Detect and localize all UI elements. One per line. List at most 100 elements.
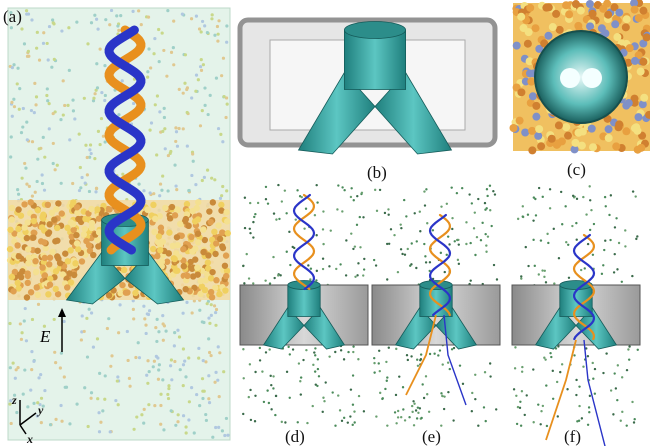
particle xyxy=(162,339,165,342)
particle xyxy=(150,121,153,124)
particle xyxy=(217,426,220,429)
pore-top-view xyxy=(535,31,627,123)
particle xyxy=(195,239,201,245)
particle xyxy=(182,384,185,387)
particle xyxy=(564,205,566,207)
particle xyxy=(314,354,316,356)
particle xyxy=(416,359,418,361)
particle xyxy=(550,356,552,358)
particle xyxy=(206,302,209,305)
particle xyxy=(134,356,137,359)
particle xyxy=(379,392,381,394)
particle xyxy=(628,358,630,360)
particle xyxy=(557,345,559,347)
particle xyxy=(16,67,19,70)
particle xyxy=(18,87,21,90)
particle xyxy=(490,225,492,227)
particle xyxy=(584,267,586,269)
particle xyxy=(468,193,470,195)
particle xyxy=(31,140,34,143)
particle xyxy=(292,348,294,350)
particle xyxy=(145,332,148,335)
particle xyxy=(337,394,339,396)
particle xyxy=(544,270,546,272)
particle xyxy=(43,389,46,392)
particle xyxy=(423,397,425,399)
particle xyxy=(206,208,212,214)
particle xyxy=(558,257,560,259)
particle xyxy=(90,21,93,24)
particle xyxy=(18,108,21,111)
particle xyxy=(42,31,45,34)
particle xyxy=(354,245,356,247)
particle xyxy=(15,280,21,286)
particle xyxy=(199,124,202,127)
particle xyxy=(223,209,229,215)
particle xyxy=(243,377,245,379)
particle xyxy=(10,135,13,138)
particle xyxy=(516,117,524,125)
particle xyxy=(46,87,49,90)
particle xyxy=(614,253,616,255)
particle xyxy=(265,186,267,188)
particle xyxy=(26,255,32,261)
particle xyxy=(32,258,38,264)
particle xyxy=(138,356,141,359)
particle xyxy=(164,147,167,150)
particle xyxy=(10,422,13,425)
particle xyxy=(589,199,591,201)
particle xyxy=(203,390,206,393)
particle xyxy=(451,348,453,350)
particle xyxy=(546,425,548,427)
particle xyxy=(35,95,38,98)
particle xyxy=(448,243,450,245)
particle xyxy=(417,365,419,367)
particle xyxy=(631,57,639,65)
particle xyxy=(30,18,33,21)
particle xyxy=(540,410,542,412)
particle xyxy=(421,383,423,385)
particle xyxy=(117,113,120,116)
particle xyxy=(137,341,140,344)
particle xyxy=(452,419,454,421)
particle xyxy=(45,231,51,237)
particle xyxy=(59,366,62,369)
particle xyxy=(252,282,254,284)
particle xyxy=(393,234,395,236)
particle xyxy=(454,240,456,242)
particle xyxy=(48,127,51,130)
particle xyxy=(315,184,317,186)
particle xyxy=(517,13,525,21)
particle xyxy=(298,362,300,364)
particle xyxy=(202,63,205,66)
particle xyxy=(71,182,74,185)
particle xyxy=(214,371,217,374)
particle xyxy=(343,189,345,191)
particle xyxy=(149,191,152,194)
particle xyxy=(522,205,524,207)
particle xyxy=(525,246,527,248)
particle xyxy=(206,169,209,172)
panel-label: (d) xyxy=(285,427,305,446)
particle xyxy=(526,394,528,396)
particle xyxy=(517,406,519,408)
particle xyxy=(615,120,623,128)
particle xyxy=(21,177,24,180)
particle xyxy=(211,229,217,235)
particle xyxy=(103,64,106,67)
particle xyxy=(341,210,343,212)
particle xyxy=(8,322,11,325)
particle xyxy=(549,207,551,209)
particle xyxy=(161,378,164,381)
particle xyxy=(416,417,418,419)
particle xyxy=(582,196,584,198)
particle xyxy=(322,243,324,245)
particle xyxy=(178,335,181,338)
particle xyxy=(68,279,74,285)
particle xyxy=(213,277,219,283)
particle xyxy=(103,99,106,102)
particle xyxy=(201,377,204,380)
particle xyxy=(587,424,589,426)
particle xyxy=(322,268,324,270)
particle xyxy=(167,397,170,400)
